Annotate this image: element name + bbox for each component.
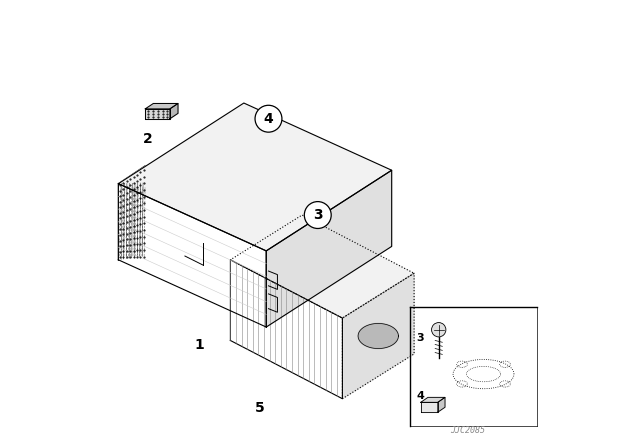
Text: 2: 2 [143,132,152,146]
Text: 5: 5 [255,401,264,415]
Polygon shape [342,273,414,399]
Text: JJC2085: JJC2085 [451,426,485,435]
Polygon shape [118,184,266,327]
Polygon shape [145,103,178,109]
Polygon shape [421,402,438,412]
Polygon shape [358,323,398,349]
Polygon shape [230,260,342,399]
Polygon shape [421,397,445,402]
Text: 4: 4 [264,112,273,126]
Polygon shape [438,397,445,412]
Polygon shape [118,103,392,251]
Polygon shape [170,103,178,119]
Circle shape [305,202,332,228]
Polygon shape [266,170,392,327]
Text: 4: 4 [417,392,424,401]
Polygon shape [145,109,170,119]
Circle shape [255,105,282,132]
Polygon shape [118,166,145,260]
Text: 3: 3 [313,208,323,222]
Text: 1: 1 [194,338,204,352]
Text: 3: 3 [417,333,424,343]
Polygon shape [230,215,414,318]
Circle shape [431,323,446,337]
